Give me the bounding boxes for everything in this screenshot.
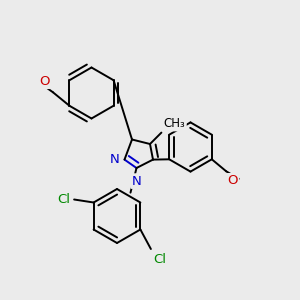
Text: Cl: Cl (58, 193, 70, 206)
Text: O: O (227, 174, 238, 187)
Text: N: N (132, 175, 141, 188)
Text: CH₃: CH₃ (164, 117, 185, 130)
Text: O: O (39, 75, 50, 88)
Text: N: N (109, 153, 119, 166)
Text: Cl: Cl (153, 253, 166, 266)
